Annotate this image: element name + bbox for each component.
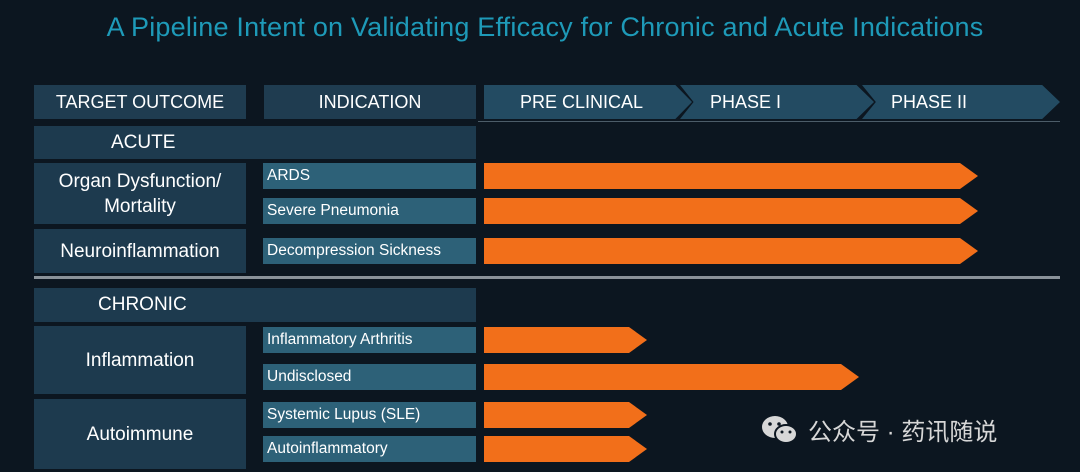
progress-bar-severe-pneumonia bbox=[484, 198, 978, 224]
section-acute: ACUTE bbox=[34, 126, 476, 159]
header-divider bbox=[478, 121, 1060, 122]
indication-undisclosed: Undisclosed bbox=[263, 364, 476, 390]
phase-label: PRE CLINICAL bbox=[520, 91, 644, 112]
progress-bar-inflammatory-arthritis bbox=[484, 327, 647, 353]
outcome-label: Autoimmune bbox=[86, 423, 194, 445]
watermark: 公众号 · 药讯随说 bbox=[760, 412, 997, 447]
outcome-autoimmune: Autoimmune bbox=[34, 399, 246, 469]
section-chronic: CHRONIC bbox=[34, 288, 476, 322]
outcome-inflammation: Inflammation bbox=[34, 326, 246, 394]
phase-label: PHASE I bbox=[710, 91, 782, 112]
header-target-outcome: TARGET OUTCOME bbox=[34, 85, 246, 119]
header-indication: INDICATION bbox=[264, 85, 476, 119]
outcome-label: Neuroinflammation bbox=[60, 240, 220, 262]
outcome-neuroinflammation: Neuroinflammation bbox=[34, 229, 246, 273]
progress-bar-autoinflammatory bbox=[484, 436, 647, 462]
progress-bar-decompression-sickness bbox=[484, 238, 978, 264]
outcome-label: Inflammation bbox=[85, 349, 195, 371]
indication-sle: Systemic Lupus (SLE) bbox=[263, 402, 476, 428]
indication-autoinflammatory: Autoinflammatory bbox=[263, 436, 476, 462]
phase-header-preclinical: PRE CLINICAL bbox=[484, 85, 692, 119]
section-separator bbox=[34, 276, 1060, 279]
outcome-label: Organ Dysfunction/ Mortality bbox=[58, 170, 222, 217]
indication-ards: ARDS bbox=[263, 163, 476, 189]
phase-label: PHASE II bbox=[891, 91, 968, 112]
page-title: A Pipeline Intent on Validating Efficacy… bbox=[106, 12, 984, 42]
indication-inflammatory-arthritis: Inflammatory Arthritis bbox=[263, 327, 476, 353]
watermark-text: 公众号 · 药讯随说 bbox=[808, 419, 998, 446]
outcome-organ-dysfunction: Organ Dysfunction/ Mortality bbox=[34, 163, 246, 224]
progress-bar-sle bbox=[484, 402, 647, 428]
progress-bar-undisclosed bbox=[484, 364, 859, 390]
phase-header-phase1: PHASE I bbox=[680, 85, 874, 119]
indication-decompression-sickness: Decompression Sickness bbox=[263, 238, 476, 264]
wechat-icon bbox=[762, 415, 798, 444]
indication-severe-pneumonia: Severe Pneumonia bbox=[263, 198, 476, 224]
phase-header-phase2: PHASE II bbox=[862, 85, 1060, 119]
progress-bar-ards bbox=[484, 163, 978, 189]
